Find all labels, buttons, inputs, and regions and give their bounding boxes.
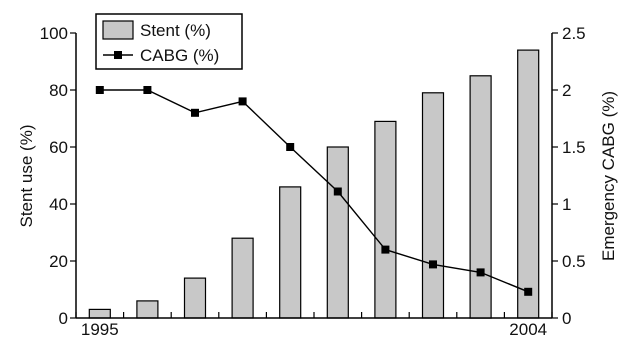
y-left-tick-label: 40: [49, 195, 68, 214]
y-left-tick-label: 80: [49, 81, 68, 100]
stent-bar-1997: [183, 277, 207, 319]
y-right-tick-label: 1: [562, 195, 571, 214]
y-left-tick-label: 20: [49, 252, 68, 271]
x-tick-label-2004: 2004: [509, 320, 547, 337]
y-axis-right-title: Emergency CABG (%): [599, 91, 618, 261]
y-axis-left-title: Stent use (%): [17, 125, 36, 228]
cabg-point-1997: [191, 108, 199, 117]
x-tick-label-1995: 1995: [81, 320, 119, 337]
y-right-tick-label: 2.5: [562, 24, 586, 43]
cabg-point-1998: [238, 97, 247, 106]
stent-bar-2001: [374, 120, 397, 319]
cabg-point-2002: [429, 260, 437, 269]
stent-bar-1995: [88, 308, 111, 319]
cabg-line-layer: [95, 86, 533, 296]
cabg-point-2001: [381, 245, 390, 254]
stent-bar-2004: [517, 49, 540, 319]
y-right-tick-label: 2: [562, 81, 571, 100]
legend-cabg-marker: [114, 51, 122, 59]
stent-bar-1996: [136, 300, 159, 319]
ticks-layer: 0 20 40 60 80 100 0 0.5 1 1.5 2 2.5 1995 2004: [40, 24, 586, 337]
legend-stent-label: Stent (%): [140, 21, 211, 40]
stent-bar-2002: [421, 92, 445, 319]
stent-bar-1998: [231, 237, 254, 319]
stent-bar-2003: [469, 75, 492, 319]
bars-layer: [88, 49, 540, 319]
cabg-point-1995: [95, 86, 104, 94]
legend-stent-swatch: [102, 20, 134, 40]
cabg-point-1999: [286, 143, 295, 151]
cabg-point-2003: [476, 268, 485, 277]
cabg-point-2000: [333, 187, 342, 196]
y-right-tick-label: 0: [562, 309, 571, 328]
y-left-tick-label: 0: [59, 309, 68, 328]
stent-bar-2000: [326, 146, 349, 319]
cabg-point-1996: [143, 86, 152, 94]
y-right-tick-label: 1.5: [562, 138, 586, 157]
cabg-point-2004: [524, 287, 533, 296]
y-right-tick-label: 0.5: [562, 252, 586, 271]
y-left-tick-label: 60: [49, 138, 68, 157]
legend-cabg-label: CABG (%): [140, 46, 219, 65]
cabg-series-line: [99, 89, 529, 293]
legend: Stent (%) CABG (%): [95, 13, 243, 70]
y-left-tick-label: 100: [40, 24, 68, 43]
stent-bar-1999: [279, 186, 302, 319]
